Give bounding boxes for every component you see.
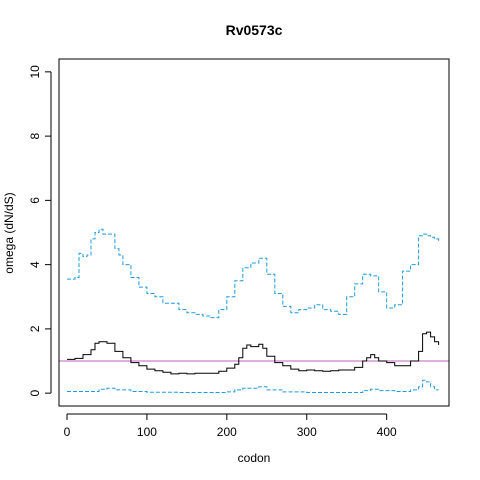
x-tick-label: 100 (137, 425, 157, 439)
series-line-1 (67, 331, 440, 375)
x-axis: 0 100 200 300 400 (64, 413, 397, 439)
y-axis: 0 2 4 6 8 10 (28, 65, 52, 396)
y-tick-label: 4 (28, 261, 42, 268)
plot-frame (58, 58, 450, 407)
y-tick-label: 0 (28, 389, 42, 396)
x-tick-label: 200 (217, 425, 237, 439)
y-tick-label: 10 (28, 65, 42, 79)
y-tick-label: 8 (28, 132, 42, 139)
series-line-2 (67, 228, 440, 319)
chart-title: Rv0573c (226, 22, 283, 38)
series-line-3 (67, 379, 439, 393)
x-tick-label: 0 (64, 425, 71, 439)
y-tick-label: 6 (28, 197, 42, 204)
plot-area (59, 228, 449, 393)
x-axis-label: codon (238, 451, 271, 465)
y-axis-label: omega (dN/dS) (2, 192, 16, 273)
x-tick-label: 400 (377, 425, 397, 439)
x-tick-label: 300 (297, 425, 317, 439)
y-tick-label: 2 (28, 325, 42, 332)
